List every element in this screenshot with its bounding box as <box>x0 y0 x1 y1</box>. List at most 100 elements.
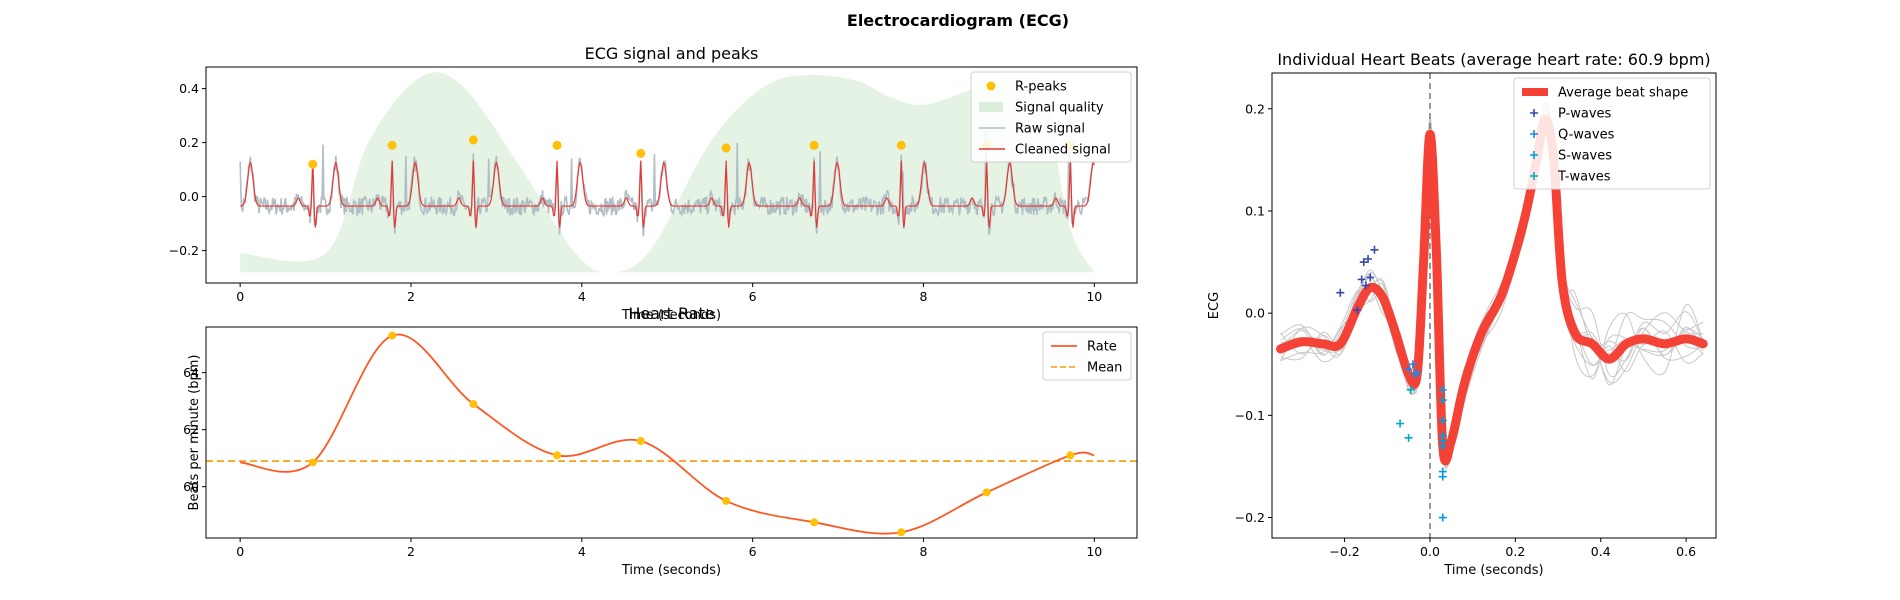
r-peak-marker <box>809 140 819 150</box>
s-wave-marker <box>1438 431 1447 440</box>
x-axis-label: Time (seconds) <box>621 308 721 323</box>
p-waves-legend-label: P-waves <box>1558 107 1612 122</box>
rate-point <box>897 528 906 537</box>
s-waves-legend-label: S-waves <box>1558 149 1612 164</box>
y-tick-label: 0.2 <box>1245 101 1265 116</box>
x-tick-label: 0.4 <box>1591 544 1611 559</box>
r-peak-marker <box>387 140 397 150</box>
x-tick-label: −0.2 <box>1329 544 1359 559</box>
s-wave-marker <box>1438 513 1447 522</box>
t-wave-marker <box>1396 419 1405 428</box>
x-tick-label: 0 <box>236 289 244 304</box>
axes-title: ECG signal and peaks <box>585 44 759 63</box>
t-wave-marker <box>1404 433 1413 442</box>
rate-point <box>636 437 645 446</box>
rate-line <box>240 333 1095 535</box>
y-tick-label: 0.0 <box>1245 306 1265 321</box>
x-tick-label: 6 <box>749 544 757 559</box>
average-beat-legend-label: Average beat shape <box>1558 86 1688 101</box>
average-beat-line <box>1276 114 1708 466</box>
rate-point <box>308 458 317 467</box>
y-tick-label: 64 <box>183 365 199 380</box>
q-wave-marker <box>1408 360 1417 369</box>
rate-point <box>1066 451 1075 460</box>
rate-point <box>722 496 731 505</box>
x-axis-label: Time (seconds) <box>1443 563 1543 578</box>
p-wave-marker <box>1353 306 1362 315</box>
x-tick-label: 10 <box>1086 544 1102 559</box>
p-wave-marker <box>1364 255 1373 263</box>
s-wave-marker <box>1438 467 1447 476</box>
r-peak-marker <box>896 140 906 150</box>
p-wave-marker <box>1370 245 1379 254</box>
x-tick-label: 4 <box>578 544 586 559</box>
r-peak-marker <box>721 143 731 153</box>
x-tick-label: 0.0 <box>1420 544 1440 559</box>
y-tick-label: 0.4 <box>179 81 199 96</box>
axes-title: Individual Heart Beats (average heart ra… <box>1277 50 1710 69</box>
t-waves-legend-label: T-waves <box>1557 170 1611 185</box>
axes-frame <box>1271 72 1717 539</box>
r-peak-marker <box>468 135 478 145</box>
mean-legend-label: Mean <box>1087 361 1122 376</box>
rate-point <box>553 451 562 460</box>
y-tick-label: 0.1 <box>1245 203 1265 218</box>
p-wave-marker <box>1366 273 1375 282</box>
q-waves-legend-label: Q-waves <box>1558 128 1615 143</box>
cleaned-signal-line <box>240 160 1095 228</box>
raw-signal-legend-label: Raw signal <box>1015 122 1085 137</box>
legend-box <box>970 71 1132 163</box>
x-tick-label: 4 <box>578 289 586 304</box>
signal-quality-area <box>240 72 1095 273</box>
x-axis-label: Time (seconds) <box>621 563 721 578</box>
legend-box <box>1042 331 1132 381</box>
ecg-signal-axes: 0 2 4 6 8 10 −0.2 0.0 0.2 0.4 ECG signal and peaks… <box>169 44 1138 323</box>
r-peak-marker <box>308 159 318 169</box>
rate-point <box>469 399 478 408</box>
x-tick-label: 0.6 <box>1676 544 1696 559</box>
p-wave-marker <box>1336 288 1345 297</box>
y-axis-label: Beats per minute (bpm) <box>187 355 202 511</box>
rate-point <box>982 488 991 497</box>
cleaned-signal-legend-label: Cleaned signal <box>1015 143 1111 158</box>
x-tick-label: 8 <box>919 289 927 304</box>
y-tick-label: −0.1 <box>1235 408 1265 423</box>
rate-legend-label: Rate <box>1087 340 1117 355</box>
x-tick-label: 0.2 <box>1505 544 1525 559</box>
x-tick-label: 2 <box>407 289 415 304</box>
y-tick-label: −0.2 <box>1235 510 1265 525</box>
y-tick-label: −0.2 <box>169 243 199 258</box>
rate-point <box>810 518 819 527</box>
y-tick-label: 60 <box>183 479 199 494</box>
r-peak-marker <box>636 148 646 158</box>
y-tick-label: 0.0 <box>179 189 199 204</box>
x-tick-label: 6 <box>749 289 757 304</box>
t-wave-marker <box>1406 385 1415 394</box>
p-wave-marker <box>1359 258 1368 267</box>
p-wave-marker <box>1357 275 1366 284</box>
x-tick-label: 0 <box>236 544 244 559</box>
r-peaks-legend-marker <box>986 81 996 91</box>
p-wave-marker <box>1361 281 1370 290</box>
axes-frame <box>205 66 1138 284</box>
rate-point <box>388 331 397 340</box>
axes-title: Heart Rate <box>628 304 714 323</box>
axes-frame <box>205 326 1138 539</box>
t-waves-legend-marker <box>1530 172 1538 180</box>
s-wave-marker <box>1438 396 1447 405</box>
q-wave-marker <box>1411 370 1420 379</box>
y-tick-label: 62 <box>183 422 199 437</box>
y-axis-label: ECG <box>1207 292 1222 319</box>
q-waves-legend-marker <box>1530 130 1538 138</box>
s-wave-marker <box>1438 385 1447 394</box>
r-peak-marker <box>552 140 562 150</box>
x-tick-label: 2 <box>407 544 415 559</box>
x-tick-label: 8 <box>919 544 927 559</box>
s-wave-marker <box>1438 416 1447 425</box>
signal-quality-legend-label: Signal quality <box>1015 101 1104 116</box>
q-wave-marker <box>1404 365 1413 374</box>
legend-box <box>1513 77 1711 190</box>
s-waves-legend-marker <box>1530 151 1538 159</box>
